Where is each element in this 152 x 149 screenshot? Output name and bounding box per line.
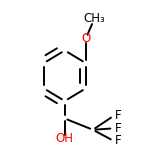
Text: O: O	[81, 32, 90, 45]
Text: OH: OH	[56, 132, 74, 145]
Text: CH₃: CH₃	[83, 12, 105, 25]
Text: F: F	[115, 135, 121, 148]
Text: F: F	[115, 122, 121, 135]
Text: F: F	[115, 109, 121, 122]
